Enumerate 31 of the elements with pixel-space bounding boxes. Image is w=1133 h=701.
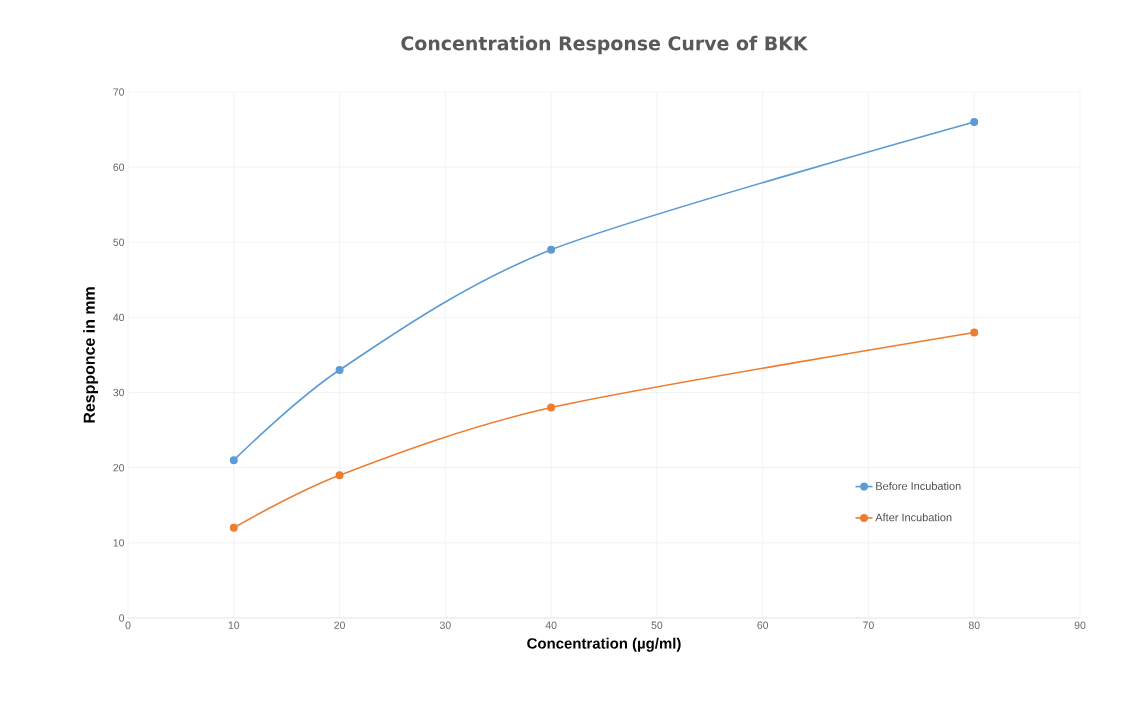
point (229, 523, 238, 532)
x-tick-label: 70 (863, 621, 874, 629)
x-tick-label: 50 (651, 621, 663, 629)
y-tick-label: 40 (113, 313, 125, 322)
x-tick-label: 80 (968, 621, 980, 629)
x-tick-label: 60 (757, 621, 769, 629)
x-tick-label: 30 (439, 621, 451, 629)
y-tick-label: 10 (113, 539, 125, 547)
x-tick-label: 40 (545, 621, 557, 629)
legend-label: After Incubation (875, 513, 952, 522)
y-tick-label: 70 (113, 88, 125, 96)
point (547, 403, 556, 412)
y-tick-label: 30 (113, 388, 125, 397)
point (970, 328, 979, 337)
point (229, 456, 238, 465)
y-tick-label: 60 (113, 163, 125, 171)
x-tick-label: 20 (334, 621, 345, 629)
y-tick-label: 50 (113, 238, 125, 246)
point (970, 118, 979, 127)
x-tick-label: 90 (1074, 621, 1086, 629)
y-tick-label: 0 (119, 614, 125, 622)
point (335, 366, 344, 374)
x-axis-title: Concentration (µg/ml) (527, 637, 681, 652)
x-tick-label: 0 (125, 621, 131, 629)
x-tick-label: 10 (228, 621, 240, 629)
point (335, 471, 344, 480)
chart-title: Concentration Response Curve of BKK (401, 35, 809, 55)
y-tick-label: 20 (113, 464, 125, 472)
point (547, 245, 556, 254)
legend-label: Before Incubation (876, 481, 961, 490)
y-axis-title: Respponce in mm (83, 287, 99, 423)
